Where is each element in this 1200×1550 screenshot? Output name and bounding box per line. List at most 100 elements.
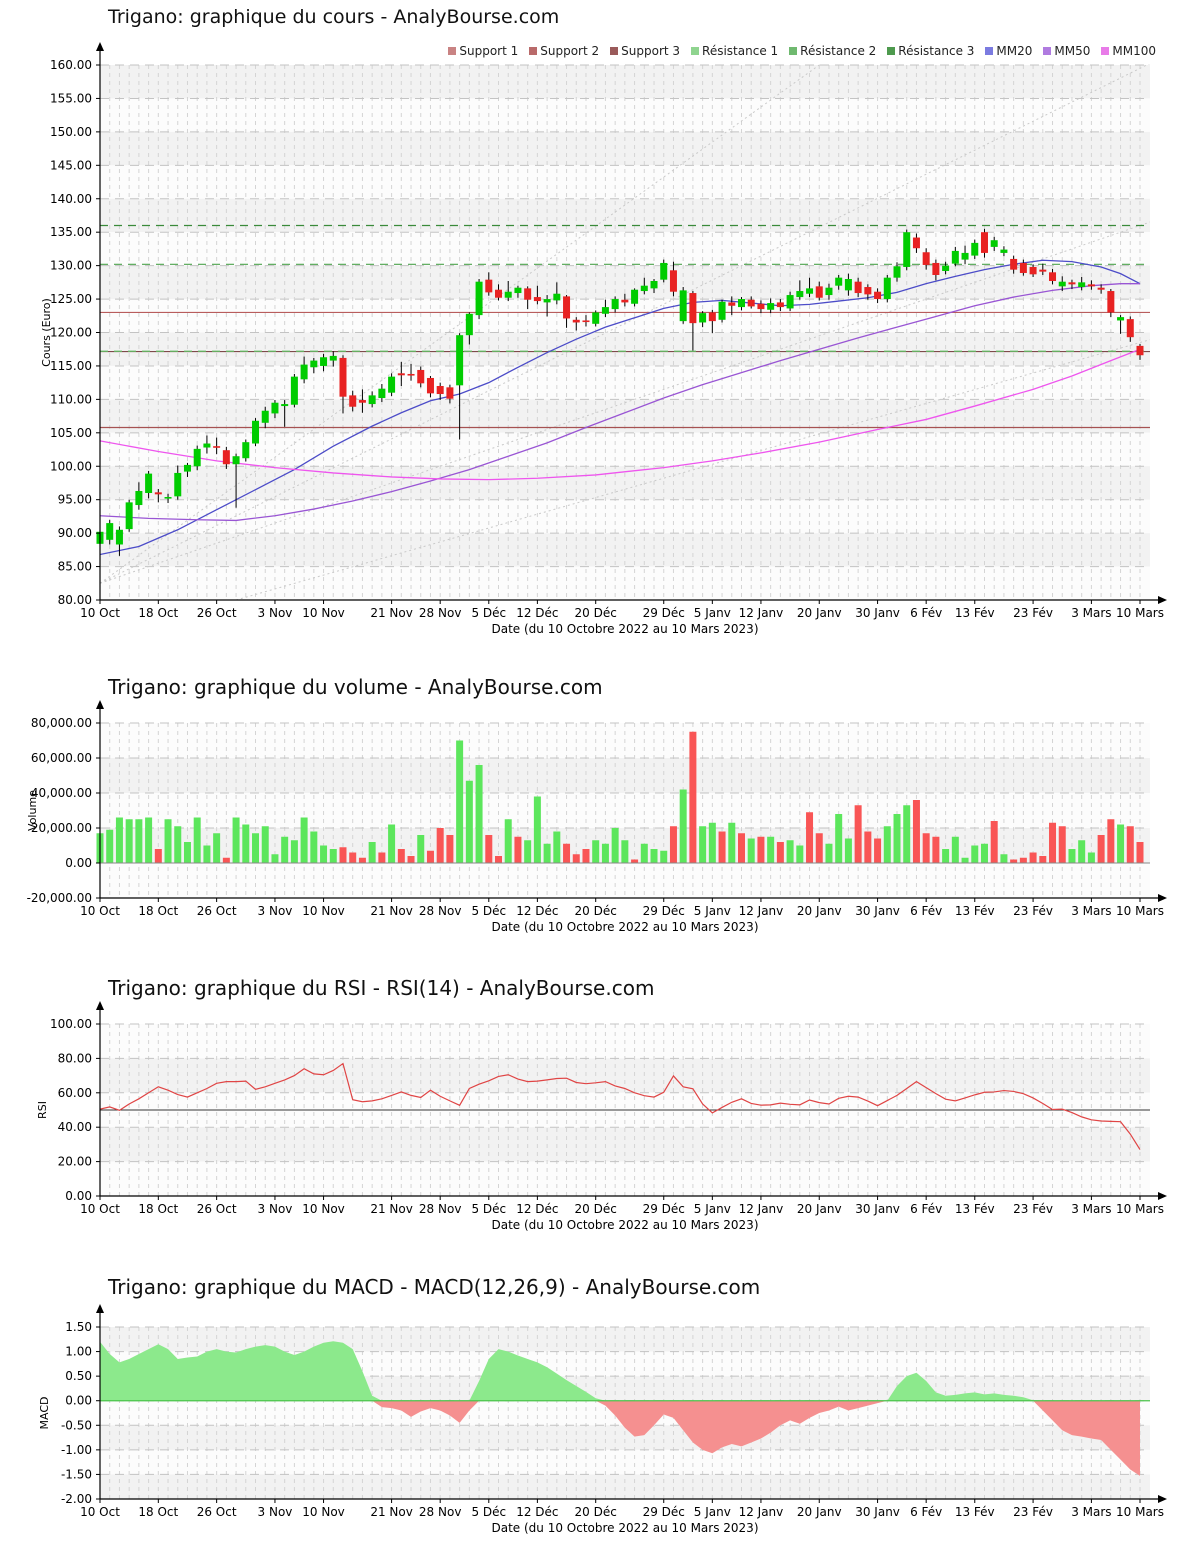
volume-chart-canvas: 80,000.00 60,000.00 40,000.00 20,000.00 0.00…	[26, 700, 1167, 934]
svg-text:1.50: 1.50	[65, 1320, 92, 1334]
y-tick-labels: 160.00 155.00 150.00 145.00 140.00 135.00 130.…	[50, 58, 100, 607]
svg-text:5 Janv: 5 Janv	[694, 1505, 731, 1519]
legend-item-résistance-1: Résistance 1	[691, 44, 778, 58]
svg-text:23 Fév: 23 Fév	[1013, 1505, 1053, 1519]
svg-text:5 Déc: 5 Déc	[471, 1202, 506, 1216]
svg-text:10 Oct: 10 Oct	[80, 606, 120, 620]
horizontal-grid	[100, 64, 1150, 568]
legend-swatch-icon	[529, 47, 538, 55]
svg-text:0.50: 0.50	[65, 1369, 92, 1383]
svg-text:1.00: 1.00	[65, 1345, 92, 1359]
legend-item-mm20: MM20	[985, 44, 1032, 58]
svg-text:30 Janv: 30 Janv	[855, 1202, 900, 1216]
svg-text:30 Janv: 30 Janv	[855, 606, 900, 620]
svg-text:5 Janv: 5 Janv	[694, 606, 731, 620]
svg-text:3 Mars: 3 Mars	[1071, 904, 1111, 918]
macd-negative-area	[100, 1400, 1140, 1476]
y-tick-labels: 80,000.00 60,000.00 40,000.00 20,000.00 0.00…	[27, 716, 100, 905]
legend-label: Support 1	[459, 44, 519, 58]
svg-text:40.00: 40.00	[58, 1120, 92, 1134]
svg-text:6 Fév: 6 Fév	[910, 904, 942, 918]
svg-text:20 Déc: 20 Déc	[575, 606, 617, 620]
svg-text:105.00: 105.00	[50, 426, 92, 440]
svg-text:20 Déc: 20 Déc	[575, 904, 617, 918]
price-chart-section: Trigano: graphique du cours - AnalyBours…	[0, 0, 1200, 655]
legend-item-mm50: MM50	[1043, 44, 1090, 58]
svg-text:21 Nov: 21 Nov	[370, 904, 413, 918]
svg-text:100.00: 100.00	[50, 1017, 92, 1031]
legend-item-résistance-3: Résistance 3	[887, 44, 974, 58]
svg-text:30 Janv: 30 Janv	[855, 904, 900, 918]
svg-text:125.00: 125.00	[50, 292, 92, 306]
volume-chart-title: Trigano: graphique du volume - AnalyBour…	[108, 675, 603, 699]
svg-text:23 Fév: 23 Fév	[1013, 1202, 1053, 1216]
legend-item-support-3: Support 3	[610, 44, 680, 58]
rsi-chart-section: Trigano: graphique du RSI - RSI(14) - An…	[0, 960, 1200, 1255]
y-axis-arrow-icon	[96, 1304, 104, 1313]
legend-swatch-icon	[1043, 47, 1052, 55]
legend-label: Résistance 2	[800, 44, 877, 58]
trend-fan-lines	[100, 64, 1150, 601]
svg-text:-1.00: -1.00	[61, 1443, 92, 1457]
x-tick-labels: 10 Oct 18 Oct 26 Oct 3 Nov 10 Nov 21 Nov 28 No…	[80, 898, 1164, 918]
svg-text:115.00: 115.00	[50, 359, 92, 373]
svg-text:135.00: 135.00	[50, 225, 92, 239]
svg-text:5 Déc: 5 Déc	[471, 904, 506, 918]
svg-text:28 Nov: 28 Nov	[419, 1202, 462, 1216]
y-tick-labels: 100.00 80.00 60.00 40.00 20.00 0.00	[50, 1017, 100, 1203]
axes	[99, 707, 1158, 899]
svg-text:150.00: 150.00	[50, 125, 92, 139]
rsi-line	[100, 1062, 1141, 1150]
svg-text:29 Déc: 29 Déc	[643, 904, 685, 918]
legend-item-mm100: MM100	[1101, 44, 1156, 58]
legend-label: Résistance 3	[898, 44, 975, 58]
svg-text:10 Nov: 10 Nov	[302, 1202, 345, 1216]
y-axis-label: Volume	[26, 790, 39, 831]
x-axis-caption: Date (du 10 Octobre 2022 au 10 Mars 2023…	[491, 1521, 758, 1535]
svg-text:0.00: 0.00	[65, 1394, 92, 1408]
legend-swatch-icon	[1101, 47, 1110, 55]
svg-text:20 Janv: 20 Janv	[797, 904, 842, 918]
svg-text:5 Janv: 5 Janv	[694, 1202, 731, 1216]
svg-text:28 Nov: 28 Nov	[419, 1505, 462, 1519]
y-axis-arrow-icon	[96, 700, 104, 709]
legend-item-support-1: Support 1	[448, 44, 518, 58]
legend-label: Support 2	[540, 44, 600, 58]
svg-text:140.00: 140.00	[50, 192, 92, 206]
x-axis-arrow-icon	[1158, 596, 1167, 604]
svg-text:29 Déc: 29 Déc	[643, 1505, 685, 1519]
legend-label: MM100	[1112, 44, 1156, 58]
svg-text:10 Oct: 10 Oct	[80, 1505, 120, 1519]
svg-text:-20,000.00: -20,000.00	[27, 891, 92, 905]
svg-text:12 Déc: 12 Déc	[516, 904, 558, 918]
svg-text:10 Mars: 10 Mars	[1116, 1202, 1164, 1216]
svg-text:10 Mars: 10 Mars	[1116, 1505, 1164, 1519]
svg-text:26 Oct: 26 Oct	[197, 1202, 237, 1216]
svg-text:23 Fév: 23 Fév	[1013, 606, 1053, 620]
y-axis-label: RSI	[36, 1101, 49, 1119]
axes	[99, 1008, 1158, 1197]
svg-text:13 Fév: 13 Fév	[955, 1505, 995, 1519]
svg-text:10 Oct: 10 Oct	[80, 904, 120, 918]
price-chart-legend: Support 1 Support 2 Support 3 Résistance 1 R…	[448, 44, 1156, 58]
svg-text:3 Nov: 3 Nov	[258, 1202, 293, 1216]
svg-text:80.00: 80.00	[58, 1051, 92, 1065]
svg-text:0.00: 0.00	[65, 856, 92, 870]
svg-text:18 Oct: 18 Oct	[138, 606, 178, 620]
svg-text:110.00: 110.00	[50, 392, 92, 406]
mm20-line	[100, 259, 1141, 556]
y-axis-label: MACD	[38, 1397, 51, 1430]
y-axis-label: Cours (Euro)	[40, 298, 53, 367]
svg-text:-0.50: -0.50	[61, 1418, 92, 1432]
svg-text:12 Déc: 12 Déc	[516, 1505, 558, 1519]
svg-text:20,000.00: 20,000.00	[31, 821, 92, 835]
x-axis-caption: Date (du 10 Octobre 2022 au 10 Mars 2023…	[491, 920, 758, 934]
x-tick-labels: 10 Oct 18 Oct 26 Oct 3 Nov 10 Nov 21 Nov 28 No…	[80, 1499, 1164, 1519]
svg-text:60.00: 60.00	[58, 1086, 92, 1100]
svg-text:3 Nov: 3 Nov	[258, 904, 293, 918]
y-axis-arrow-icon	[96, 1001, 104, 1010]
svg-text:85.00: 85.00	[58, 560, 92, 574]
candles	[96, 228, 1144, 556]
svg-text:-1.50: -1.50	[61, 1467, 92, 1481]
